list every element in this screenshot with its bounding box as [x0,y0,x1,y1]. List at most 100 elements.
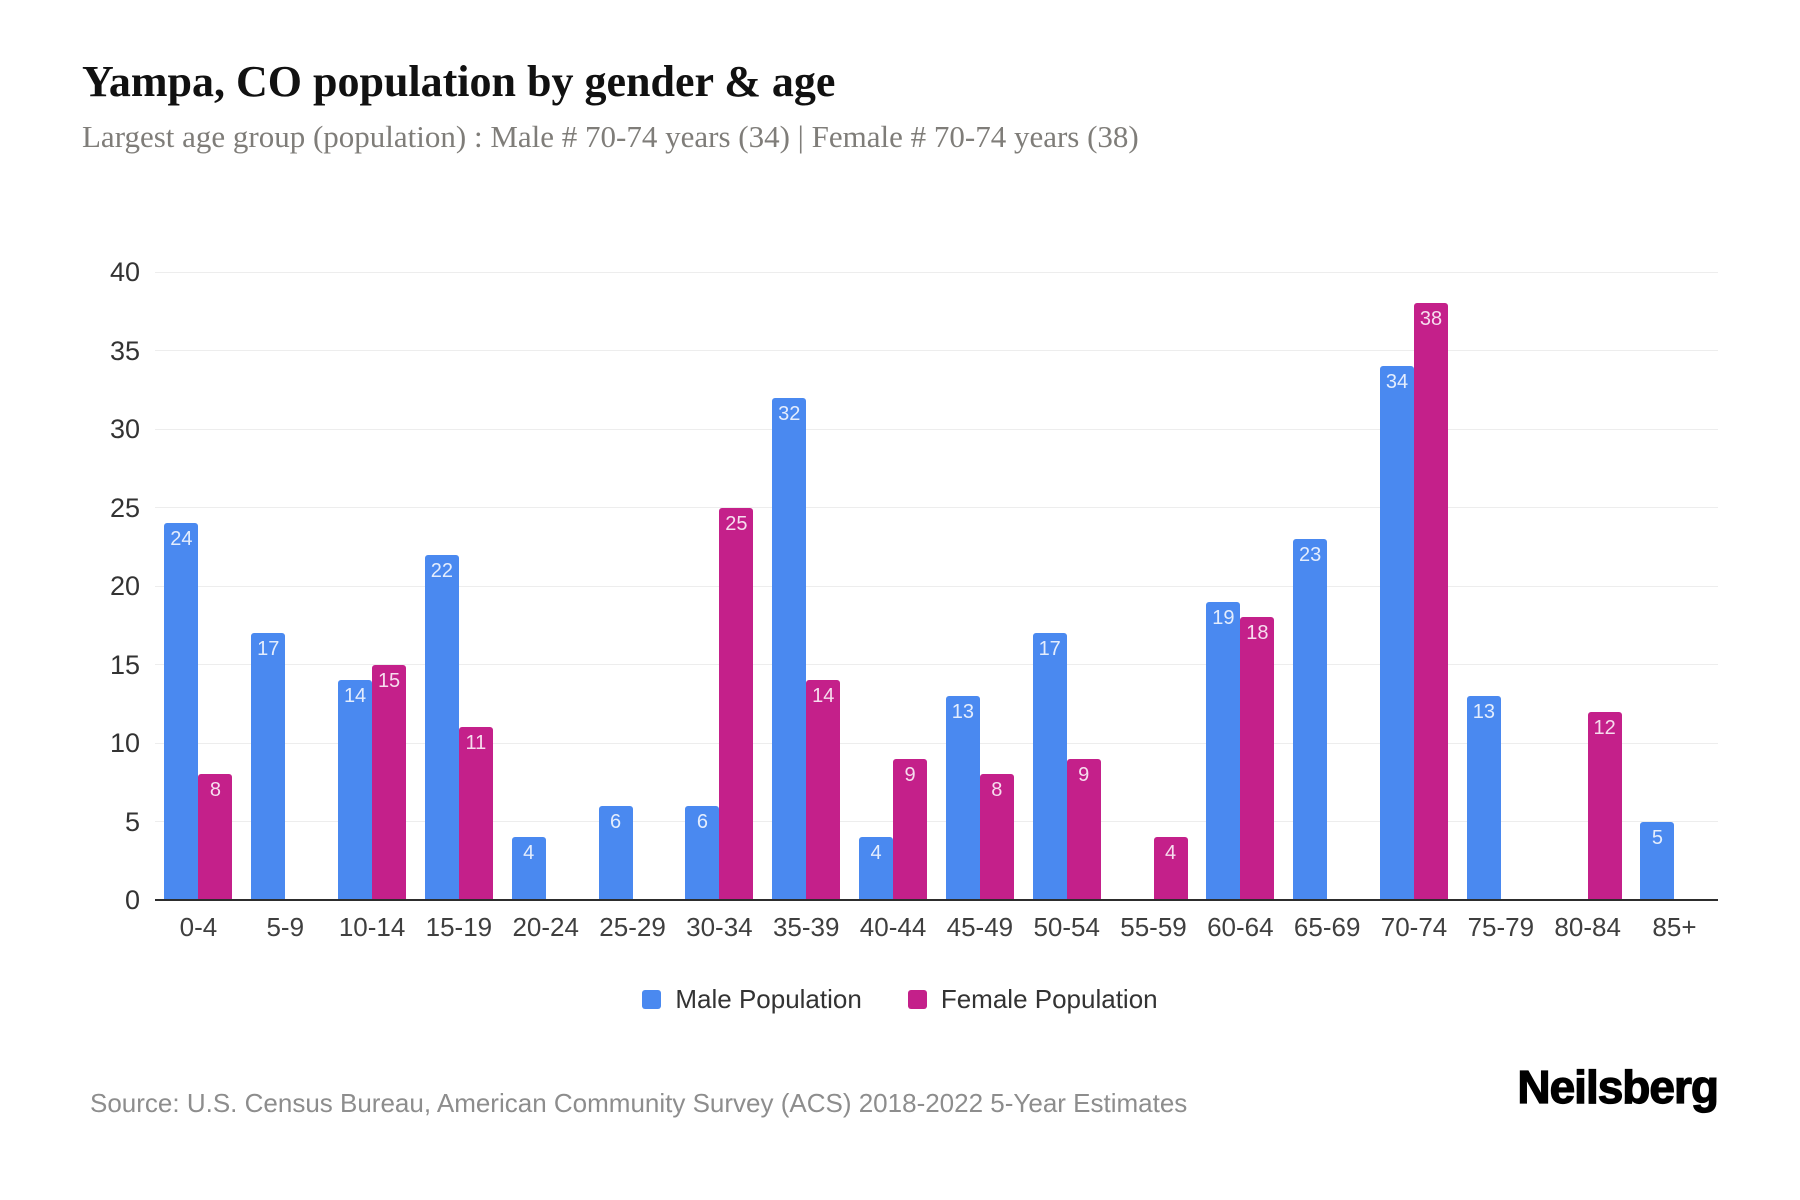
x-axis-label: 5-9 [266,912,305,942]
bar-male[interactable]: 34 [1380,366,1414,900]
gridline [155,821,1718,822]
y-axis-label: 40 [109,257,140,287]
bar-value-label: 17 [257,638,280,661]
legend: Male Population Female Population [0,984,1800,1015]
bar-value-label: 24 [170,528,193,551]
bar-value-label: 13 [1472,700,1495,723]
category-group: 23 65-69 [1284,272,1371,942]
bar-value-label: 22 [430,559,454,582]
bar-value-label: 25 [725,512,748,535]
category-group: 12 80-84 [1544,272,1631,942]
y-axis-label: 20 [109,571,140,601]
x-axis-label: 60-64 [1207,912,1274,942]
bar-male[interactable]: 17 [251,633,286,900]
x-axis-label: 50-54 [1033,912,1100,942]
x-axis-label: 10-14 [338,912,406,942]
x-axis-label: 70-74 [1380,912,1448,942]
category-group: 14 15 10-14 [329,272,416,942]
gridline [155,350,1718,351]
bar-value-label: 4 [870,842,882,865]
bar-female[interactable]: 12 [1587,711,1622,900]
legend-item-female[interactable]: Female Population [907,984,1158,1015]
x-axis-label: 75-79 [1467,912,1535,942]
plot-area: 24 8 0-4 17 5-9 14 15 10-14 22 11 15-19 4 20-24 6 25-2… [155,271,1718,942]
gridline [155,585,1718,587]
bar-male[interactable]: 17 [1032,633,1067,900]
bar-value-label: 38 [1419,308,1443,331]
bar-female[interactable]: 8 [979,774,1014,900]
gridline [155,507,1718,508]
category-group: 17 9 50-54 [1023,272,1110,942]
bar-male[interactable]: 23 [1293,538,1328,900]
bar-female[interactable]: 9 [1066,758,1101,900]
y-axis-label: 35 [109,335,140,366]
category-group: 17 5-9 [242,272,329,942]
bar-value-label: 18 [1246,622,1269,645]
category-group: 13 8 45-49 [936,272,1023,942]
x-axis-label: 35-39 [772,912,840,942]
bar-value-label: 17 [1038,638,1061,661]
bar-value-label: 9 [1078,763,1090,786]
x-axis-label: 80-84 [1554,912,1621,942]
gridline [155,664,1718,665]
bar-female[interactable]: 38 [1414,303,1448,900]
x-axis-label: 40-44 [859,912,927,942]
bar-value-label: 6 [696,810,708,833]
bar-female[interactable]: 18 [1240,617,1275,900]
bar-value-label: 4 [523,842,535,865]
bar-female[interactable]: 9 [893,758,928,900]
bar-male[interactable]: 14 [338,680,373,900]
bar-male[interactable]: 22 [424,554,459,900]
category-group: 22 11 15-19 [415,272,502,942]
bar-male[interactable]: 24 [164,523,199,900]
category-group: 24 8 0-4 [155,272,242,942]
legend-label: Female Population [940,984,1158,1014]
category-group: 13 75-79 [1457,272,1544,942]
bar-male[interactable]: 19 [1206,601,1241,900]
gridline [155,428,1718,430]
legend-swatch [642,990,662,1009]
bar-value-label: 34 [1385,371,1409,394]
bar-male[interactable]: 13 [1466,695,1501,900]
x-axis-label: 45-49 [946,912,1014,942]
bar-female[interactable]: 15 [372,664,407,900]
category-group: 32 14 35-39 [763,272,850,942]
bar-female[interactable]: 14 [806,680,841,900]
category-group: 6 25-29 [589,272,676,942]
bar-male[interactable]: 5 [1640,821,1675,900]
x-axis-label: 20-24 [512,912,579,942]
legend-item-male[interactable]: Male Population [642,984,862,1015]
bar-male[interactable]: 6 [685,805,720,900]
bar-male[interactable]: 13 [945,695,980,900]
bar-value-label: 9 [904,763,916,786]
bar-female[interactable]: 4 [1153,837,1188,900]
category-group: 5 85+ [1631,272,1718,942]
x-axis-label: 30-34 [686,912,753,942]
source-note: Source: U.S. Census Bureau, American Com… [90,1088,1188,1118]
y-axis-label: 25 [109,492,140,523]
bar-male[interactable]: 4 [859,837,894,900]
category-group: 19 18 60-64 [1197,272,1284,942]
bar-value-label: 12 [1593,716,1616,739]
y-axis-label: 5 [124,806,140,837]
gridline [155,271,1718,273]
bar-value-label: 14 [812,685,835,708]
bar-value-label: 8 [209,779,221,802]
bar-value-label: 14 [343,685,367,708]
bar-female[interactable]: 11 [458,727,493,900]
y-axis-label: 30 [109,414,140,444]
bar-male[interactable]: 32 [772,397,807,900]
x-axis-line [155,899,1718,901]
legend-swatch [907,990,927,1009]
bar-female[interactable]: 25 [719,507,754,900]
bar-groups: 24 8 0-4 17 5-9 14 15 10-14 22 11 15-19 4 20-24 6 25-2… [155,272,1718,942]
chart-subtitle: Largest age group (population) : Male # … [82,119,1139,154]
bar-female[interactable]: 8 [198,774,233,900]
bar-male[interactable]: 4 [511,837,546,900]
x-axis-label: 15-19 [425,912,493,942]
bar-male[interactable]: 6 [598,805,633,900]
x-axis-label: 85+ [1652,912,1697,942]
legend-label: Male Population [675,984,862,1014]
x-axis-label: 25-29 [599,912,666,942]
